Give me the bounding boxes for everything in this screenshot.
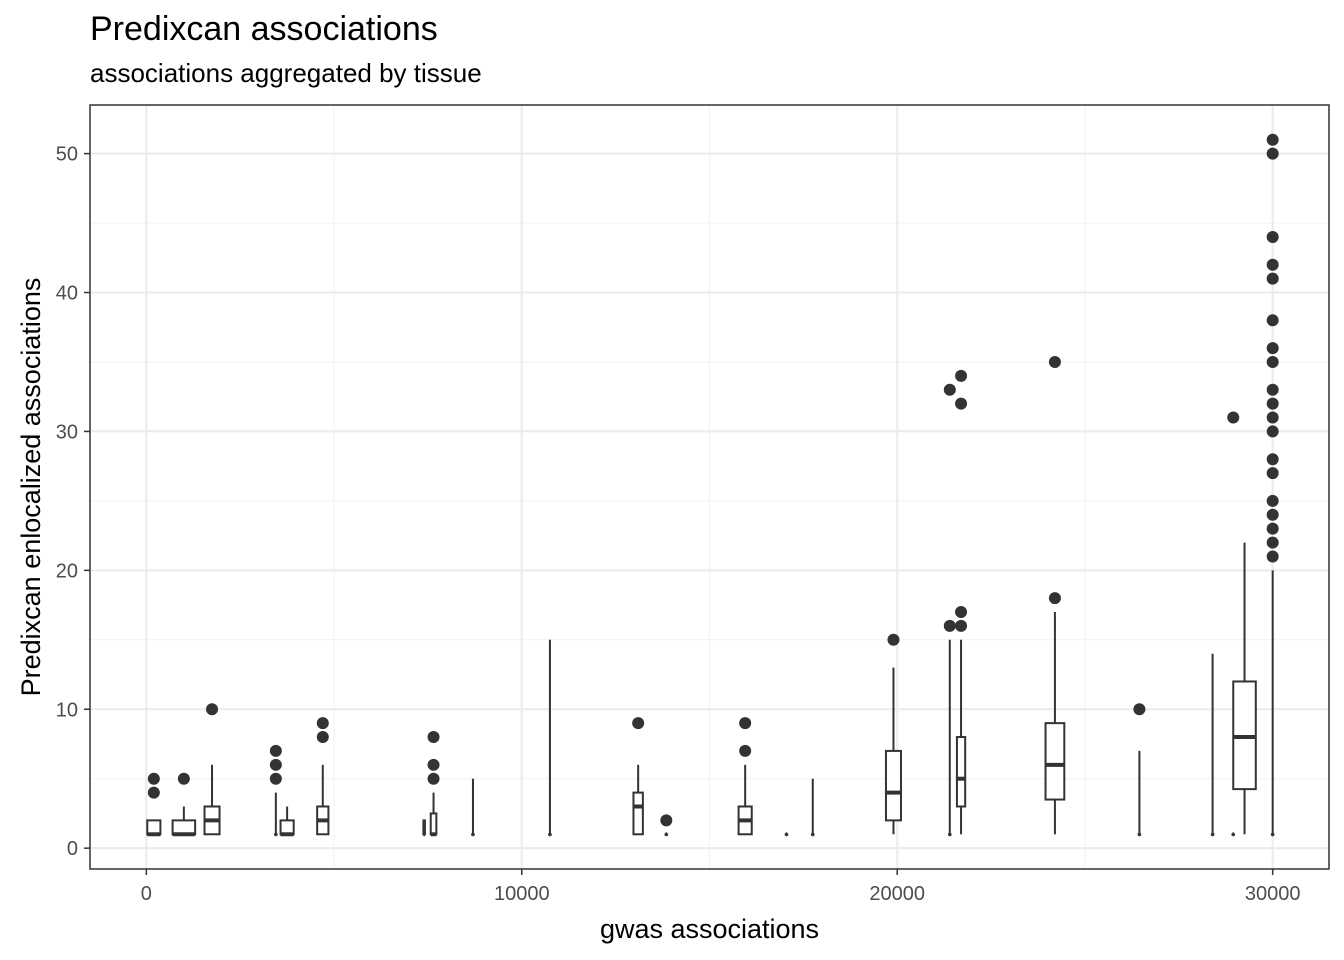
outlier-point <box>269 744 282 757</box>
box-iqr <box>1044 722 1066 801</box>
outlier-point <box>269 758 282 771</box>
box-iqr <box>632 791 644 836</box>
x-tick-label: 0 <box>141 883 152 905</box>
outlier-point <box>1266 550 1279 563</box>
box-group <box>171 772 197 837</box>
box-group <box>279 806 295 837</box>
x-tick-label: 30000 <box>1245 883 1301 905</box>
outlier-point <box>206 703 219 716</box>
chart-subtitle: associations aggregated by tissue <box>90 58 482 88</box>
axes: 0 10000 20000 30000 0 10 20 30 40 50 <box>56 144 1301 905</box>
outlier-point <box>427 772 440 785</box>
outlier-point <box>316 717 329 730</box>
outlier-point <box>955 397 968 410</box>
box-iqr <box>429 812 438 836</box>
box-iqr <box>884 749 902 822</box>
y-tick-label: 20 <box>56 560 78 582</box>
x-axis-title: gwas associations <box>600 914 819 944</box>
outlier-point <box>955 619 968 632</box>
box-group <box>427 731 440 837</box>
box-group <box>943 383 956 837</box>
x-tick-label: 10000 <box>494 883 550 905</box>
outlier-point <box>1266 355 1279 368</box>
y-tick-label: 40 <box>56 283 78 305</box>
chart-title: Predixcan associations <box>90 10 438 48</box>
outlier-point <box>1266 314 1279 327</box>
y-tick-label: 0 <box>67 838 78 860</box>
outlier-point <box>1266 508 1279 521</box>
x-tick-label: 20000 <box>869 883 925 905</box>
box-group <box>1044 355 1066 835</box>
box-iqr <box>955 736 967 808</box>
box-group <box>1227 411 1240 837</box>
box-group <box>955 369 968 835</box>
box-group <box>316 717 330 836</box>
y-tick-label: 30 <box>56 421 78 443</box>
box-marks <box>146 133 1279 837</box>
outlier-point <box>1266 383 1279 396</box>
box-group <box>269 744 282 837</box>
outlier-point <box>427 731 440 744</box>
outlier-point <box>1266 230 1279 243</box>
outlier-point <box>660 814 673 827</box>
outlier-point <box>739 717 752 730</box>
outlier-point <box>1266 411 1279 424</box>
box-group <box>737 717 753 836</box>
box-group <box>471 778 475 837</box>
box-group <box>548 639 552 837</box>
outlier-point <box>632 717 645 730</box>
box-group <box>660 814 673 837</box>
outlier-point <box>1266 522 1279 535</box>
box-group <box>884 633 902 835</box>
box-group <box>784 832 789 837</box>
box-iqr <box>422 819 426 836</box>
outlier-point <box>1266 536 1279 549</box>
box-group <box>422 819 426 837</box>
box-iqr <box>171 819 197 836</box>
outlier-point <box>1227 411 1240 424</box>
outlier-point <box>316 731 329 744</box>
outlier-point <box>1048 592 1061 605</box>
box-group <box>1210 653 1215 837</box>
outlier-point <box>955 369 968 382</box>
outlier-point <box>1266 494 1279 507</box>
outlier-point <box>1266 147 1279 160</box>
outlier-point <box>147 786 160 799</box>
box-group <box>203 703 221 836</box>
y-axis-title: Predixcan enlocalized associations <box>16 278 46 697</box>
box-group <box>146 772 162 837</box>
outlier-point <box>739 744 752 757</box>
outlier-point <box>887 633 900 646</box>
outlier-point <box>1266 342 1279 355</box>
y-tick-label: 50 <box>56 144 78 166</box>
outlier-point <box>147 772 160 785</box>
box-group <box>810 778 815 837</box>
outlier-point <box>177 772 190 785</box>
box-group <box>1232 542 1257 835</box>
outlier-point <box>1266 258 1279 271</box>
outlier-point <box>1266 425 1279 438</box>
box-group <box>632 717 645 836</box>
y-tick-label: 10 <box>56 699 78 721</box>
outlier-point <box>955 606 968 619</box>
panel-border <box>89 104 1330 870</box>
outlier-point <box>1048 355 1061 368</box>
outlier-point <box>1266 272 1279 285</box>
outlier-point <box>1266 467 1279 480</box>
outlier-point <box>1266 397 1279 410</box>
box-iqr <box>146 819 162 836</box>
outlier-point <box>943 619 956 632</box>
box-group <box>1133 703 1146 837</box>
outlier-point <box>1266 133 1279 146</box>
box-group <box>1266 133 1279 837</box>
box-iqr <box>279 819 295 836</box>
outlier-point <box>943 383 956 396</box>
outlier-point <box>269 772 282 785</box>
outlier-point <box>427 758 440 771</box>
grid-lines <box>90 105 1329 869</box>
outlier-point <box>1133 703 1146 716</box>
outlier-point <box>1266 453 1279 466</box>
